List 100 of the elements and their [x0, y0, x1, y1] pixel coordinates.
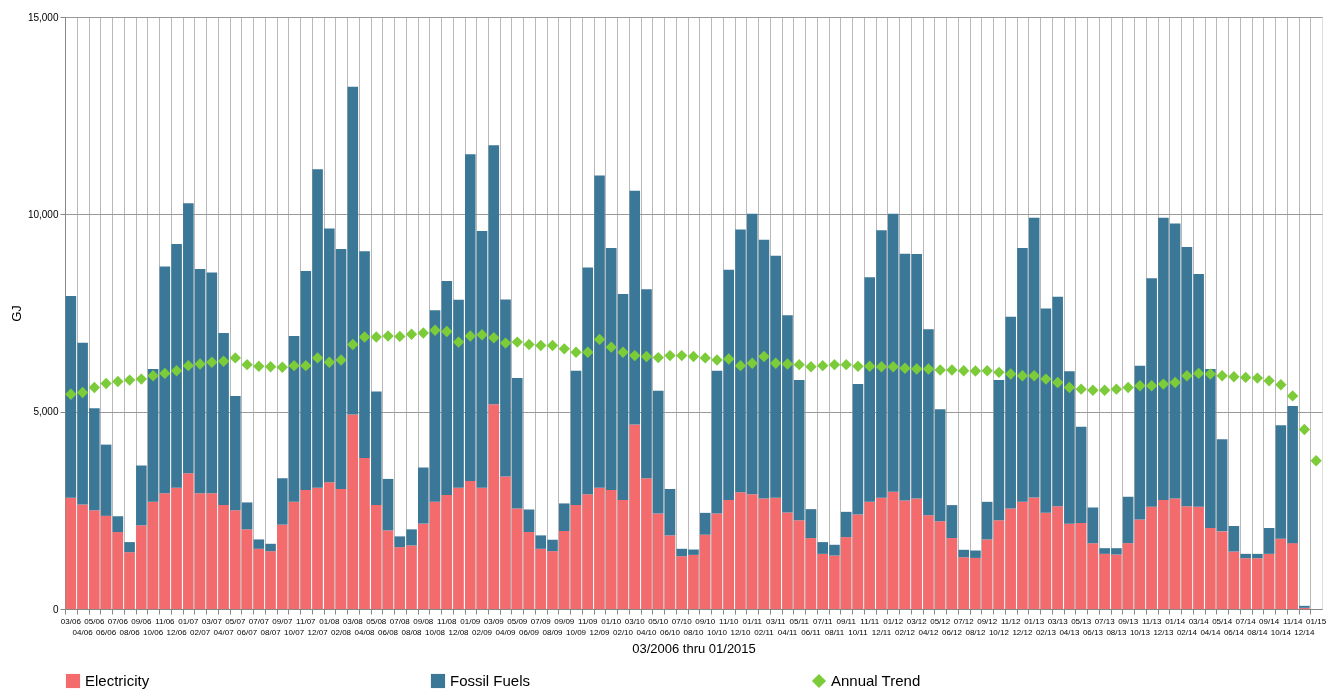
x-tick-label: 02/14	[1176, 627, 1198, 637]
bar	[1087, 507, 1099, 544]
x-tick-label: 10/11	[848, 627, 869, 637]
x-tick-label: 01/09	[460, 616, 481, 626]
x-tick-label: 12/12	[1012, 627, 1033, 637]
x-tick-label: 07/14	[1235, 616, 1257, 626]
bar	[981, 501, 993, 540]
x-tick-label: 04/06	[72, 627, 94, 637]
x-tick-label: 01/07	[178, 616, 199, 626]
x-tick-label: 03/09	[483, 616, 505, 626]
x-tick-label: 11/10	[719, 616, 739, 626]
x-tick-label: 06/06	[96, 627, 117, 637]
y-tick-label: 5,000	[33, 406, 59, 418]
y-tick-label: 0	[52, 603, 59, 615]
x-tick-label: 03/11	[766, 616, 786, 626]
x-tick-label: 12/09	[589, 627, 611, 637]
x-tick-label: 01/10	[601, 616, 622, 626]
x-tick-label: 05/14	[1212, 616, 1233, 626]
x-tick-label: 12/11	[871, 627, 892, 637]
x-tick-label: 03/08	[342, 616, 364, 626]
x-tick-label: 07/09	[530, 616, 552, 626]
x-tick-label: 07/13	[1094, 616, 1116, 626]
x-tick-label: 03/14	[1188, 616, 1210, 626]
bar	[1228, 526, 1240, 552]
x-tick-label: 03/07	[201, 616, 223, 626]
x-tick-label: 09/06	[131, 616, 152, 626]
x-tick-label: 01/13	[1024, 616, 1045, 626]
bar	[1122, 496, 1134, 544]
x-tick-label: 06/13	[1082, 627, 1104, 637]
x-tick-label: 04/13	[1059, 627, 1080, 637]
x-tick-label: 09/09	[554, 616, 575, 626]
x-tick-label: 02/11	[754, 627, 775, 637]
x-tick-label: 04/10	[636, 627, 658, 637]
x-tick-label: 05/06	[84, 616, 105, 626]
bar	[124, 542, 135, 553]
x-tick-label: 09/10	[695, 616, 716, 626]
x-tick-label: 07/11	[813, 616, 833, 626]
y-tick-label: 15,000	[27, 11, 59, 23]
legend-label: Annual Trend	[831, 672, 921, 689]
bar	[946, 505, 958, 539]
x-tick-label: 01/08	[319, 616, 340, 626]
x-tick-label: 02/10	[613, 627, 634, 637]
legend-label: Fossil Fuels	[450, 672, 531, 689]
x-tick-label: 02/07	[190, 627, 211, 637]
x-tick-label: 11/08	[437, 616, 458, 626]
x-tick-label: 04/09	[495, 627, 517, 637]
x-tick-label: 02/13	[1035, 627, 1057, 637]
bar	[112, 516, 124, 533]
x-tick-label: 11/07	[296, 616, 317, 626]
x-tick-label: 04/12	[918, 627, 940, 637]
x-tick-label: 08/06	[119, 627, 141, 637]
x-tick-label: 10/10	[706, 627, 728, 637]
x-tick-label: 12/10	[730, 627, 752, 637]
x-tick-label: 02/09	[472, 627, 493, 637]
x-tick-label: 09/08	[413, 616, 434, 626]
x-tick-label: 01/14	[1165, 616, 1186, 626]
x-tick-label: 08/08	[401, 627, 423, 637]
x-tick-label: 05/08	[366, 616, 387, 626]
x-tick-label: 06/14	[1223, 627, 1245, 637]
x-tick-label: 07/10	[671, 616, 693, 626]
x-tick-label: 03/10	[624, 616, 646, 626]
x-tick-label: 04/08	[354, 627, 376, 637]
x-tick-label: 05/11	[789, 616, 810, 626]
x-tick-label: 07/06	[107, 616, 129, 626]
x-tick-label: 05/07	[225, 616, 246, 626]
x-tick-label: 11/14	[1282, 616, 1303, 626]
x-tick-label: 07/12	[953, 616, 975, 626]
x-tick-label: 12/07	[307, 627, 329, 637]
y-tick-label: 10,000	[27, 208, 59, 220]
x-tick-label: 09/12	[977, 616, 998, 626]
x-tick-label: 12/06	[166, 627, 188, 637]
x-tick-label: 08/13	[1106, 627, 1127, 637]
x-tick-label: 06/11	[801, 627, 822, 637]
x-tick-label: 06/09	[519, 627, 540, 637]
x-tick-label: 06/08	[378, 627, 399, 637]
x-tick-label: 04/07	[213, 627, 235, 637]
x-tick-label: 03/12	[906, 616, 928, 626]
x-tick-label: 04/11	[777, 627, 798, 637]
x-tick-label: 04/14	[1200, 627, 1221, 637]
x-tick-label: 12/14	[1294, 627, 1315, 637]
x-tick-label: 05/13	[1071, 616, 1092, 626]
x-tick-label: 09/13	[1118, 616, 1139, 626]
x-tick-label: 08/14	[1247, 627, 1268, 637]
x-tick-label: 02/12	[894, 627, 916, 637]
x-tick-label: 11/09	[578, 616, 599, 626]
x-tick-label: 07/07	[248, 616, 270, 626]
x-tick-label: 01/12	[883, 616, 904, 626]
x-tick-label: 06/12	[941, 627, 963, 637]
x-tick-label: 03/06	[60, 616, 82, 626]
x-tick-label: 05/09	[507, 616, 528, 626]
x-tick-label: 10/08	[425, 627, 446, 637]
x-tick-label: 10/07	[284, 627, 305, 637]
x-tick-label: 11/13	[1141, 616, 1162, 626]
legend-label: Electricity	[85, 672, 150, 689]
x-tick-label: 08/11	[824, 627, 845, 637]
y-axis-title: GJ	[8, 305, 24, 322]
x-tick-label: 01/11	[742, 616, 763, 626]
x-axis-title: 03/2006 thru 01/2015	[632, 640, 756, 656]
x-tick-label: 10/14	[1270, 627, 1292, 637]
x-tick-label: 05/12	[930, 616, 951, 626]
